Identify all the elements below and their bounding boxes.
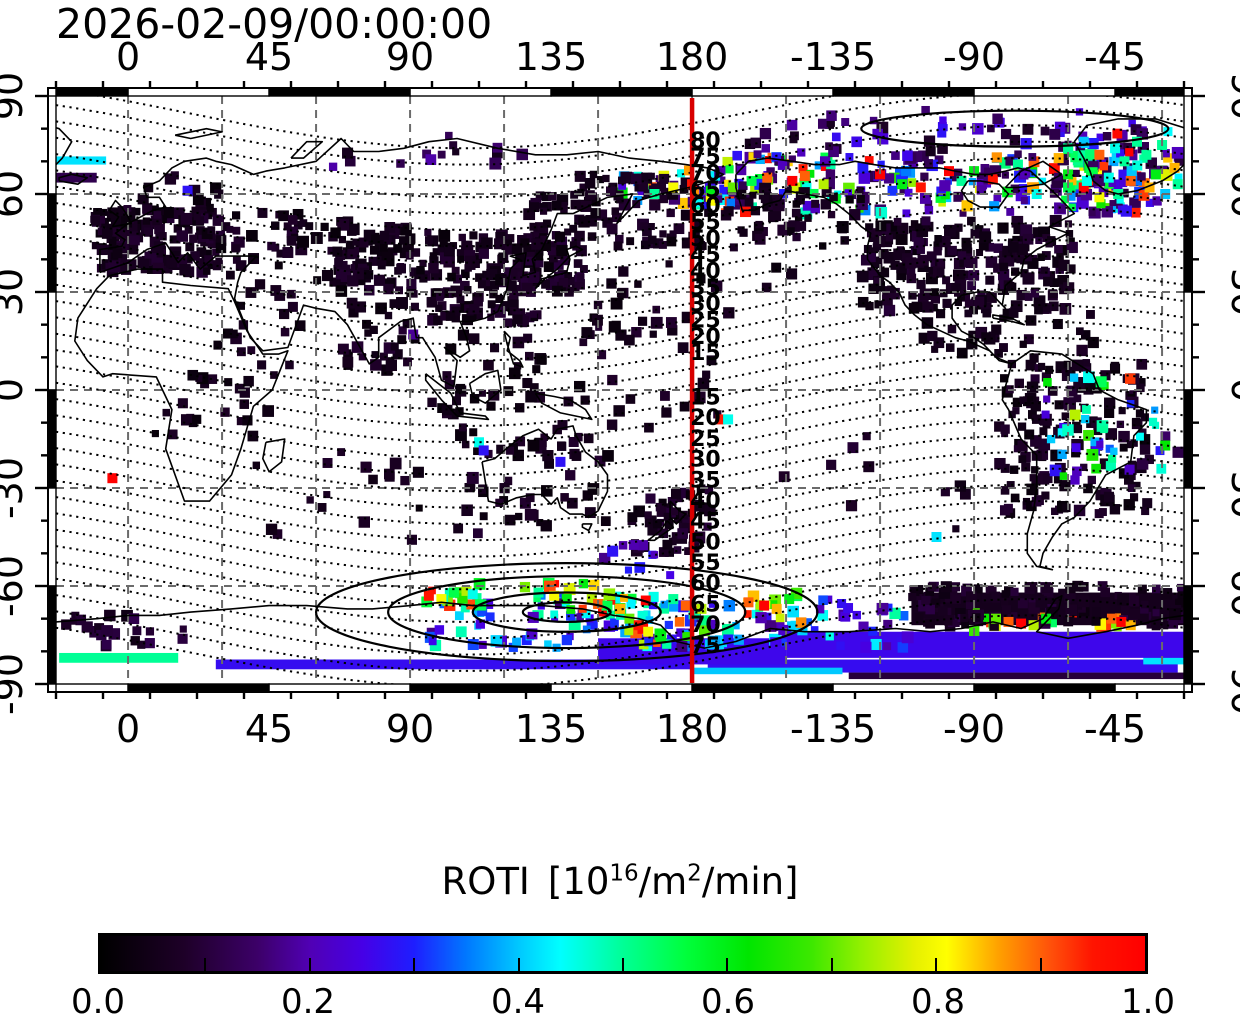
contour-label-north: 20 [690,325,721,350]
lon-tick-label-top: 0 [116,35,140,79]
lon-tick-label-bottom: -45 [1084,707,1146,751]
lat-tick-label-right: 60 [1223,170,1240,218]
contour-label-north: 40 [690,259,721,284]
colorbar-title: ROTI [1016/m2/min] [0,860,1240,903]
contour-label-north: 15 [690,341,721,366]
colorbar-label: ROTI [441,860,530,903]
contour-label-south: 70 [690,613,721,638]
contour-label-north: 45 [690,243,721,268]
contour-label-south: 55 [690,551,721,576]
lon-tick-label-bottom: 45 [245,707,293,751]
colorbar-tick-labels: 0.0 0.2 0.4 0.6 0.8 1.0 [71,982,1175,1024]
colorbar-minor-tick [622,958,624,971]
contour-label-north: 80 [690,129,721,154]
lon-tick-label-top: -45 [1084,35,1146,79]
colorbar-minor-tick [830,958,833,971]
lon-tick-label-top: 180 [656,35,729,79]
lon-tick-label-top: 90 [386,35,434,79]
contour-label-south: 60 [690,572,721,597]
contour-label-south: 20 [690,406,721,431]
lat-tick-label-left: -60 [0,555,31,617]
colorbar-tick-label: 0.2 [280,982,336,1022]
colorbar-unit-open: [10 [547,860,610,903]
lon-tick-label-top: -135 [790,35,876,79]
contour-label-south: 25 [690,427,721,452]
contour-label-south: 35 [690,468,721,493]
colorbar-minor-tick [1039,958,1042,971]
geomagnetic-contours [56,96,1184,684]
colorbar-minor-tick [204,958,207,971]
contour-label-north: 35 [690,276,721,301]
lat-tick-label-right: 0 [1223,378,1240,402]
lat-tick-label-right: 90 [1223,72,1240,120]
map-frame [47,87,1193,693]
contour-label-south: 40 [690,489,721,514]
lon-tick-label-top: -90 [943,35,1005,79]
colorbar-unit-close: /min] [701,860,799,903]
colorbar [98,933,1148,974]
contour-label-north: 60 [690,194,721,219]
colorbar-tick-label: 0.6 [700,982,756,1022]
colorbar-minor-tick [413,958,416,971]
contour-label-south: 65 [690,592,721,617]
contour-label-south: 50 [690,530,721,555]
lon-tick-label-bottom: 135 [515,707,588,751]
contour-label-south: 30 [690,448,721,473]
contour-labels: 8075706560555045403530252015152025303540… [690,129,721,659]
axis-ticks [35,81,1205,699]
world-map-plot: 8075706560555045403530252015152025303540… [0,35,1240,751]
axis-tick-labels: 0 0 45 45 90 90 135 135 180 180 -135 -135 -90 -90 -45 -… [0,35,1240,751]
lat-tick-label-left: 0 [0,378,31,402]
magnetic-pole-contours [314,109,1170,663]
contour-label-north: 30 [690,292,721,317]
contour-label-north: 70 [690,161,721,186]
lat-tick-label-left: 60 [0,170,31,218]
coastlines [56,118,1184,649]
lon-tick-label-bottom: -90 [943,707,1005,751]
plot-title: 2026-02-09/00:00:00 [56,0,493,48]
colorbar-tick-label: 1.0 [1120,982,1176,1022]
contour-label-north: 65 [690,178,721,203]
colorbar-unit-mid: /m [638,860,688,903]
lon-tick-label-top: 45 [245,35,293,79]
lon-tick-label-bottom: -135 [790,707,876,751]
lat-tick-label-right: -60 [1223,555,1240,617]
colorbar-tick-label: 0.0 [70,982,126,1022]
colorbar-minor-tick [517,958,520,971]
colorbar-minor-tick [308,958,311,971]
contour-label-south: 15 [690,386,721,411]
contour-label-north: 25 [690,308,721,333]
lat-tick-label-right: -90 [1223,653,1240,715]
lat-tick-label-right: -30 [1223,457,1240,519]
contour-label-south: 45 [690,510,721,535]
lat-tick-label-left: -30 [0,457,31,519]
lat-tick-label-right: 30 [1223,268,1240,316]
contour-label-north: 55 [690,210,721,235]
colorbar-minor-tick [935,958,938,971]
colorbar-unit-exponent-2: 2 [687,860,702,887]
contour-label-north: 75 [690,145,721,170]
colorbar-minor-tick [726,958,729,971]
lon-tick-label-bottom: 90 [386,707,434,751]
lon-tick-label-bottom: 180 [656,707,729,751]
colorbar-tick-label: 0.8 [910,982,966,1022]
lat-tick-label-left: 30 [0,268,31,316]
colorbar-tick-label: 0.4 [490,982,546,1022]
contour-label-south: 75 [690,634,721,659]
contour-label-north: 50 [690,227,721,252]
lat-tick-label-left: -90 [0,653,31,715]
lon-tick-label-top: 135 [515,35,588,79]
lon-tick-label-bottom: 0 [116,707,140,751]
colorbar-unit-exponent-1: 16 [609,860,639,887]
plot-area: 8075706560555045403530252015152025303540… [56,96,1184,684]
lat-tick-label-left: 90 [0,72,31,120]
